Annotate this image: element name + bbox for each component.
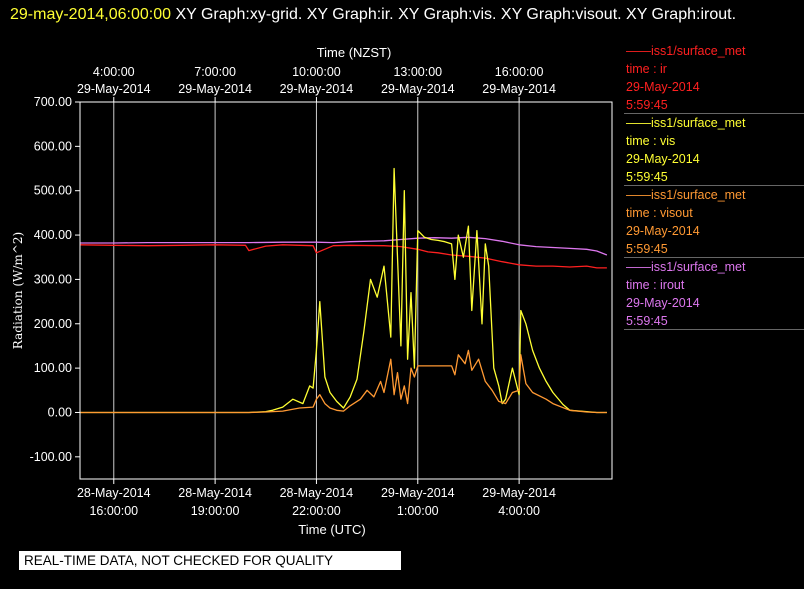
series-line-visout — [80, 349, 607, 414]
y-tick-label: 500.00 — [34, 184, 72, 198]
y-tick-label: 400.00 — [34, 228, 72, 242]
legend-field: time : ir — [626, 62, 667, 76]
y-tick-label: 100.00 — [34, 361, 72, 375]
legend-time: 5:59:45 — [626, 98, 668, 112]
legend-title: ——iss1/surface_met — [626, 44, 746, 58]
legend-time: 5:59:45 — [626, 170, 668, 184]
y-tick-label: 600.00 — [34, 139, 72, 153]
y-tick-label: 700.00 — [34, 95, 72, 109]
legend-date: 29-May-2014 — [626, 296, 700, 310]
x-top-tick-date: 29-May-2014 — [280, 82, 354, 96]
y-tick-label: 200.00 — [34, 317, 72, 331]
x-top-tick-time: 10:00:00 — [292, 65, 341, 79]
legend-time: 5:59:45 — [626, 314, 668, 328]
y-axis-label: Radiation (W/m^2) — [11, 232, 25, 349]
header-graph-list: XY Graph:xy-grid. XY Graph:ir. XY Graph:… — [171, 6, 737, 23]
x-top-tick-date: 29-May-2014 — [381, 82, 455, 96]
legend-separator — [624, 329, 804, 330]
series-line-vis — [80, 167, 607, 414]
x-tick-time-utc: 19:00:00 — [191, 504, 240, 518]
x-axis-label-nzst: Time (NZST) — [317, 45, 392, 60]
legend-title: ——iss1/surface_met — [626, 188, 746, 202]
quality-disclaimer: REAL-TIME DATA, NOT CHECKED FOR QUALITY — [19, 551, 401, 570]
legend-field: time : vis — [626, 134, 676, 148]
legend-separator — [624, 257, 804, 258]
legend-date: 29-May-2014 — [626, 152, 700, 166]
header-timestamp: 29-may-2014,06:00:00 — [10, 6, 171, 23]
x-top-tick-time: 13:00:00 — [393, 65, 442, 79]
legend-time: 5:59:45 — [626, 242, 668, 256]
series-line-ir — [79, 244, 607, 269]
x-top-tick-time: 4:00:00 — [93, 65, 135, 79]
x-top-tick-date: 29-May-2014 — [77, 82, 151, 96]
x-tick-date-utc: 29-May-2014 — [482, 486, 556, 500]
x-tick-time-utc: 22:00:00 — [292, 504, 341, 518]
x-axis-label-utc: Time (UTC) — [298, 522, 365, 537]
legend-separator — [624, 113, 804, 114]
legend-date: 29-May-2014 — [626, 224, 700, 238]
legend-title: ——iss1/surface_met — [626, 116, 746, 130]
legend-field: time : visout — [626, 206, 693, 220]
legend-separator — [624, 185, 804, 186]
x-tick-date-utc: 28-May-2014 — [178, 486, 252, 500]
x-top-tick-date: 29-May-2014 — [482, 82, 556, 96]
y-tick-label: 300.00 — [34, 272, 72, 286]
y-tick-label: 0.00 — [48, 405, 72, 419]
x-tick-time-utc: 16:00:00 — [89, 504, 138, 518]
y-tick-label: -100.00 — [30, 450, 72, 464]
x-tick-date-utc: 29-May-2014 — [381, 486, 455, 500]
legend-date: 29-May-2014 — [626, 80, 700, 94]
plot-area — [79, 101, 613, 480]
x-tick-date-utc: 28-May-2014 — [77, 486, 151, 500]
x-tick-time-utc: 4:00:00 — [498, 504, 540, 518]
legend-field: time : irout — [626, 278, 685, 292]
legend-title: ——iss1/surface_met — [626, 260, 746, 274]
x-top-tick-time: 16:00:00 — [495, 65, 544, 79]
x-top-tick-time: 7:00:00 — [194, 65, 236, 79]
x-tick-time-utc: 1:00:00 — [397, 504, 439, 518]
graph-header: 29-may-2014,06:00:00 XY Graph:xy-grid. X… — [10, 3, 800, 26]
x-top-tick-date: 29-May-2014 — [178, 82, 252, 96]
x-tick-date-utc: 28-May-2014 — [280, 486, 354, 500]
